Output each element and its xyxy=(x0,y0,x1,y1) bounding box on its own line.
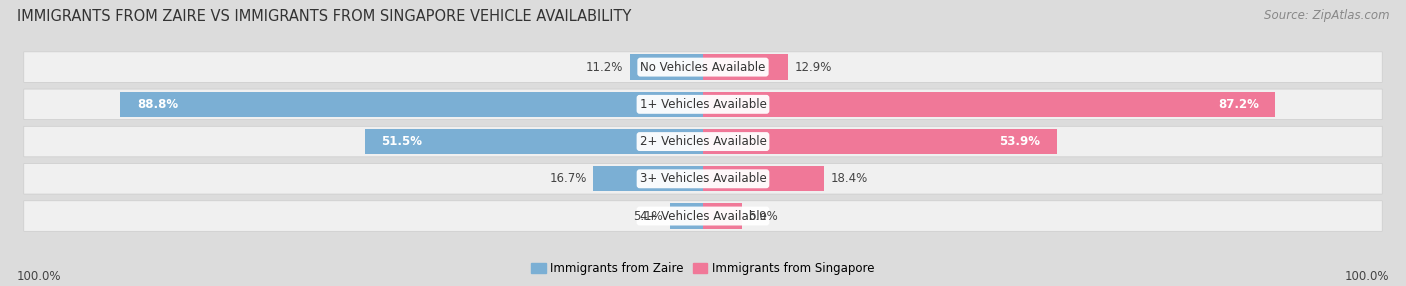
Bar xyxy=(630,54,703,80)
Text: No Vehicles Available: No Vehicles Available xyxy=(640,61,766,74)
Text: 100.0%: 100.0% xyxy=(17,270,62,283)
FancyBboxPatch shape xyxy=(24,201,1382,231)
Bar xyxy=(703,166,824,191)
Bar xyxy=(121,92,703,117)
Text: 16.7%: 16.7% xyxy=(550,172,586,185)
Legend: Immigrants from Zaire, Immigrants from Singapore: Immigrants from Zaire, Immigrants from S… xyxy=(529,259,877,277)
FancyBboxPatch shape xyxy=(24,89,1382,120)
FancyBboxPatch shape xyxy=(24,126,1382,157)
Text: 5.9%: 5.9% xyxy=(748,210,778,223)
Text: 1+ Vehicles Available: 1+ Vehicles Available xyxy=(640,98,766,111)
Text: 5.1%: 5.1% xyxy=(633,210,664,223)
Text: 18.4%: 18.4% xyxy=(831,172,868,185)
Bar xyxy=(703,92,1275,117)
Text: Source: ZipAtlas.com: Source: ZipAtlas.com xyxy=(1264,9,1389,21)
Bar xyxy=(703,203,742,229)
FancyBboxPatch shape xyxy=(24,52,1382,82)
Text: 51.5%: 51.5% xyxy=(381,135,422,148)
Bar xyxy=(703,54,787,80)
Text: 100.0%: 100.0% xyxy=(1344,270,1389,283)
Bar xyxy=(669,203,703,229)
FancyBboxPatch shape xyxy=(24,164,1382,194)
Text: 11.2%: 11.2% xyxy=(585,61,623,74)
Text: 3+ Vehicles Available: 3+ Vehicles Available xyxy=(640,172,766,185)
Text: 87.2%: 87.2% xyxy=(1218,98,1258,111)
Text: 12.9%: 12.9% xyxy=(794,61,831,74)
Text: IMMIGRANTS FROM ZAIRE VS IMMIGRANTS FROM SINGAPORE VEHICLE AVAILABILITY: IMMIGRANTS FROM ZAIRE VS IMMIGRANTS FROM… xyxy=(17,9,631,23)
Bar xyxy=(593,166,703,191)
Text: 53.9%: 53.9% xyxy=(1000,135,1040,148)
Text: 88.8%: 88.8% xyxy=(136,98,179,111)
Bar xyxy=(366,129,703,154)
Bar xyxy=(703,129,1057,154)
Text: 4+ Vehicles Available: 4+ Vehicles Available xyxy=(640,210,766,223)
Text: 2+ Vehicles Available: 2+ Vehicles Available xyxy=(640,135,766,148)
